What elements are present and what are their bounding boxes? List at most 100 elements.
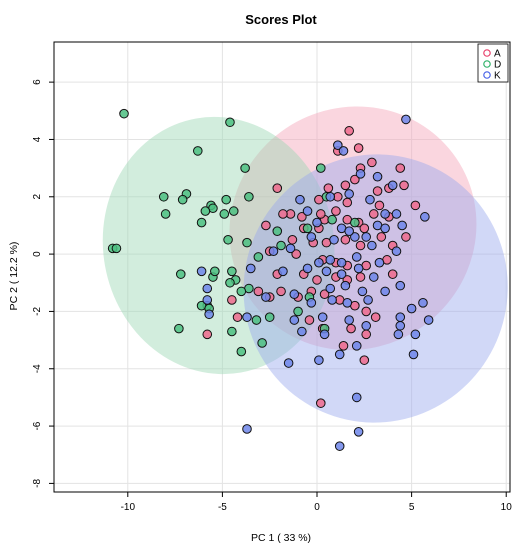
point-k [391, 246, 402, 257]
y-tick-label: -6 [32, 421, 43, 430]
point-a [350, 174, 360, 185]
point-a [361, 329, 371, 340]
point-a [276, 286, 286, 297]
point-k [344, 189, 354, 199]
point-a [374, 200, 385, 211]
point-d [244, 191, 254, 202]
point-a [297, 212, 307, 222]
legend: ADK [477, 43, 509, 83]
point-a [342, 197, 353, 208]
point-k [420, 212, 430, 222]
point-d [227, 326, 237, 337]
point-k [312, 217, 322, 228]
point-a [323, 183, 334, 193]
data-points [107, 108, 434, 451]
point-k [261, 292, 271, 302]
legend-marker-d [483, 60, 491, 68]
point-k [334, 349, 345, 360]
point-k [387, 180, 398, 191]
point-k [344, 315, 354, 325]
point-a [315, 398, 326, 408]
point-d [225, 277, 235, 288]
y-tick-label: -4 [32, 364, 43, 373]
point-d [210, 266, 220, 277]
ellipse-k [243, 154, 508, 423]
legend-box [477, 43, 509, 83]
point-a [278, 209, 288, 219]
point-a [340, 180, 351, 191]
point-d [177, 194, 188, 205]
point-a [355, 240, 366, 251]
point-a [399, 180, 409, 191]
point-a [253, 286, 264, 297]
point-k [325, 255, 336, 265]
point-a [261, 220, 271, 231]
chart-title: Scores Plot [245, 12, 317, 27]
point-a [202, 329, 213, 340]
point-d [315, 163, 326, 173]
point-k [242, 424, 252, 434]
point-k [306, 232, 317, 242]
point-k [365, 194, 375, 205]
point-d [225, 117, 235, 128]
point-k [397, 220, 407, 231]
point-k [351, 392, 362, 403]
point-k [327, 295, 337, 305]
point-k [350, 232, 360, 242]
point-d [253, 252, 264, 262]
x-axis-ticks: -10 -5 0 5 10 [121, 492, 513, 513]
x-tick-label: 0 [314, 502, 320, 513]
point-k [317, 312, 328, 322]
point-k [297, 326, 307, 337]
point-k [353, 263, 364, 274]
point-k [283, 358, 294, 368]
point-k [393, 329, 404, 340]
legend-marker-k [483, 71, 491, 79]
confidence-ellipses [102, 106, 508, 423]
series-k [196, 114, 434, 451]
point-k [380, 209, 390, 219]
point-k [336, 257, 347, 268]
legend-label-a: A [494, 49, 501, 60]
point-d [293, 306, 303, 317]
point-a [344, 126, 354, 136]
x-tick-label: 10 [501, 502, 513, 513]
point-k [325, 191, 336, 202]
y-tick-label: 2 [32, 194, 43, 200]
point-a [291, 249, 301, 259]
point-a [319, 289, 330, 300]
plot-frame [53, 41, 511, 493]
point-k [278, 266, 288, 277]
point-d [196, 217, 207, 228]
point-d [228, 206, 239, 216]
point-a [353, 143, 364, 153]
y-tick-label: -2 [32, 307, 43, 316]
point-d [257, 338, 267, 348]
point-k [245, 263, 256, 274]
point-d [236, 346, 247, 357]
point-k [321, 266, 332, 277]
y-tick-label: 4 [32, 136, 43, 142]
point-a [287, 234, 298, 245]
point-k [351, 341, 362, 351]
x-axis-label: PC 1 ( 33 %) [251, 532, 311, 544]
legend-label-d: D [494, 60, 501, 71]
point-d [223, 234, 233, 245]
point-k [380, 286, 390, 297]
y-axis-label: PC 2 ( 12.2 %) [8, 242, 20, 311]
point-k [395, 312, 406, 322]
point-k [314, 257, 324, 268]
point-a [376, 232, 387, 242]
point-d [193, 146, 203, 156]
point-k [361, 232, 371, 242]
point-k [295, 194, 305, 205]
point-k [268, 246, 279, 257]
y-tick-label: 6 [32, 79, 43, 85]
point-k [423, 315, 434, 325]
point-k [340, 280, 351, 291]
point-d [242, 237, 252, 248]
ellipse-d [102, 116, 335, 375]
point-k [406, 303, 417, 314]
point-a [355, 272, 366, 282]
